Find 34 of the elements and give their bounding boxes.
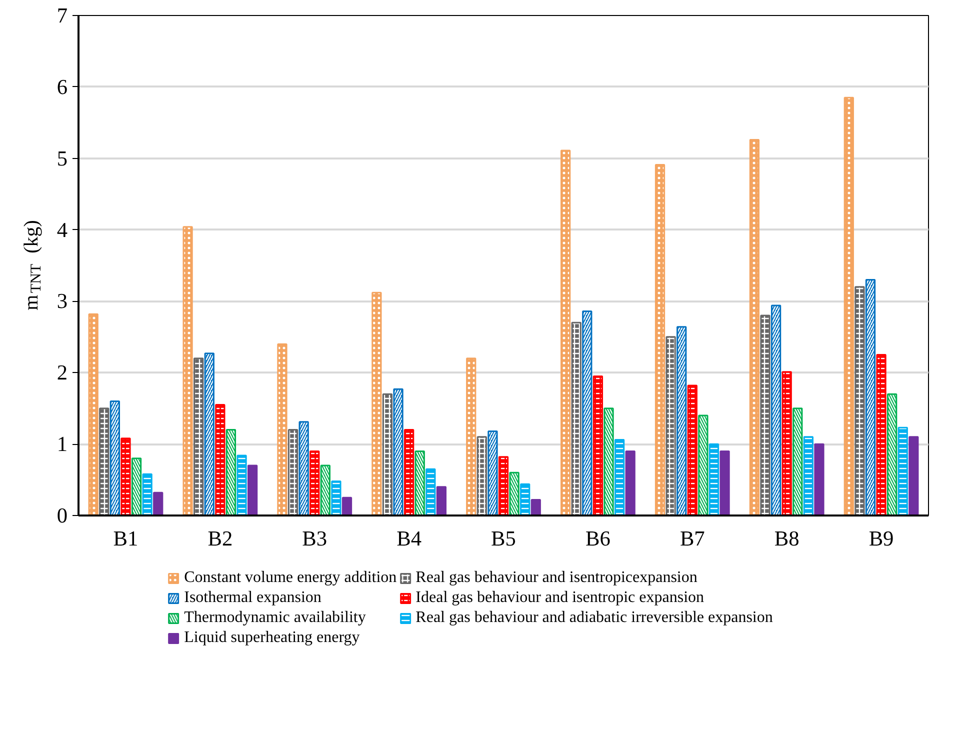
x-tick-label: B6 xyxy=(586,526,611,550)
y-tick-label: 7 xyxy=(56,4,68,28)
bar xyxy=(342,496,352,516)
y-tick-label: 1 xyxy=(56,432,68,456)
y-tick-label: 2 xyxy=(56,360,68,385)
legend-label: Constant volume energy addition xyxy=(184,569,397,587)
bar xyxy=(247,464,258,516)
legend-label: Ideal gas behaviour and isentropic expansion xyxy=(416,589,704,607)
y-tick-label: 4 xyxy=(56,218,68,242)
bar xyxy=(153,492,164,516)
legend-label: Isothermal expansion xyxy=(184,589,322,607)
bar xyxy=(908,436,919,516)
bar xyxy=(814,443,824,516)
x-tick-label: B1 xyxy=(113,526,138,550)
bar xyxy=(720,450,730,516)
bar xyxy=(530,499,541,516)
bar xyxy=(436,486,447,516)
legend-label: Real gas behaviour and adiabatic irreversible expansion xyxy=(416,609,773,627)
y-tick-label: 6 xyxy=(56,74,68,99)
x-tick-label: B8 xyxy=(774,526,800,550)
x-tick-label: B3 xyxy=(302,526,328,550)
y-tick-label: 0 xyxy=(56,504,68,528)
legend-label: Liquid superheating energy xyxy=(184,629,360,647)
x-tick-label: B9 xyxy=(868,526,894,550)
x-tick-label: B7 xyxy=(680,526,706,550)
x-tick-label: B2 xyxy=(208,526,233,550)
x-tick-label: B4 xyxy=(396,526,422,550)
y-axis-title: mTNT (kg) xyxy=(20,220,44,310)
bar xyxy=(625,450,636,516)
legend-label: Real gas behaviour and isentropicexpansion xyxy=(416,569,698,587)
y-tick-label: 5 xyxy=(56,146,68,170)
legend-label: Thermodynamic availability xyxy=(184,609,366,627)
x-tick-label: B5 xyxy=(491,526,516,550)
y-tick-label: 3 xyxy=(56,289,68,314)
